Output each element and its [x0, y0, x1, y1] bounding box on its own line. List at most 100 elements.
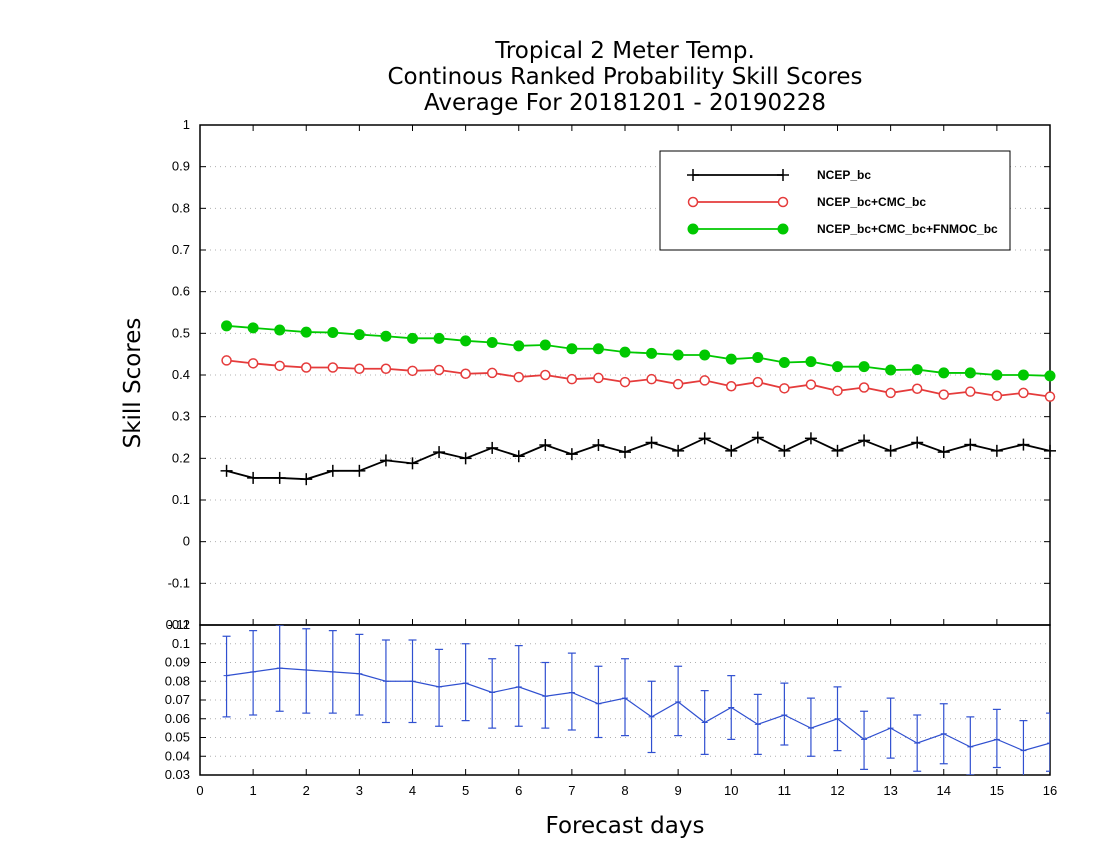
data-point — [619, 346, 631, 358]
data-point — [220, 464, 233, 477]
data-point — [380, 363, 392, 374]
x-tick-label: 12 — [830, 783, 844, 798]
data-point — [858, 361, 870, 373]
data-point — [832, 361, 843, 373]
error-y-tick-label: 0.05 — [165, 730, 190, 745]
error-y-tick-label: 0.11 — [166, 617, 190, 632]
data-point — [565, 448, 578, 461]
data-point — [672, 444, 685, 457]
error-series-1 — [222, 625, 1050, 775]
data-point — [699, 375, 710, 386]
data-point — [1017, 369, 1029, 381]
data-point — [301, 362, 312, 373]
data-point — [433, 364, 445, 376]
x-tick-label: 16 — [1043, 783, 1057, 798]
x-tick-label: 15 — [990, 783, 1004, 798]
data-point — [937, 446, 950, 459]
data-point — [513, 340, 525, 352]
legend-label: NCEP_bc — [817, 168, 871, 182]
data-point — [990, 444, 1003, 457]
data-point — [326, 464, 339, 477]
data-point — [327, 362, 339, 373]
x-tick-label: 2 — [303, 783, 310, 798]
y-tick-label: 0.8 — [172, 200, 190, 215]
data-point — [274, 324, 286, 336]
title-line-1: Tropical 2 Meter Temp. — [494, 38, 755, 64]
error-y-tick-label: 0.09 — [165, 655, 190, 670]
title-line-2: Continous Ranked Probability Skill Score… — [387, 64, 862, 90]
data-point — [832, 385, 843, 397]
data-point — [513, 371, 524, 383]
data-point — [646, 347, 658, 359]
data-point — [752, 352, 764, 363]
legend-marker — [687, 196, 699, 208]
data-point — [460, 368, 471, 379]
error-series-group — [222, 625, 1050, 775]
data-point — [407, 365, 418, 377]
error-y-axis: 0.11 0.1 0.09 0.08 0.07 0.06 0.05 0.04 0.03 — [165, 617, 206, 782]
y-tick-label: 0.6 — [172, 284, 190, 299]
data-point — [486, 441, 499, 454]
data-point — [379, 454, 392, 467]
chart-title: Tropical 2 Meter Temp. Continous Ranked … — [387, 38, 862, 116]
data-point — [460, 335, 472, 347]
data-point — [698, 432, 711, 445]
x-tick-label: 11 — [778, 783, 792, 798]
x-tick-label: 8 — [621, 783, 628, 798]
series-3 — [221, 320, 1056, 382]
data-point — [327, 327, 339, 338]
legend-label: NCEP_bc+CMC_bc+FNMOC_bc — [817, 222, 998, 236]
data-point — [805, 356, 817, 368]
y-tick-label: 1 — [183, 117, 190, 132]
data-point — [911, 436, 924, 449]
series-1 — [220, 431, 1056, 486]
data-point — [751, 431, 764, 444]
legend-label: NCEP_bc+CMC_bc — [817, 195, 926, 209]
data-point — [965, 386, 976, 397]
data-point — [938, 367, 950, 379]
data-point — [885, 364, 897, 376]
y-tick-label: 0 — [183, 534, 190, 549]
data-point — [646, 373, 657, 385]
x-tick-label: 7 — [568, 783, 575, 798]
data-point — [247, 471, 260, 484]
data-point — [1044, 391, 1056, 402]
data-point — [804, 432, 817, 445]
data-point — [885, 387, 896, 399]
legend-marker — [777, 196, 789, 208]
data-point — [778, 444, 791, 457]
series-line — [226, 436, 1051, 481]
main-plot-grid — [200, 166, 1050, 584]
data-point — [433, 446, 446, 459]
y-tick-label: 0.2 — [172, 450, 190, 465]
data-point — [406, 457, 419, 470]
data-point — [778, 357, 790, 368]
error-y-tick-label: 0.08 — [165, 673, 190, 688]
data-point — [964, 367, 976, 379]
error-y-tick-label: 0.03 — [165, 767, 190, 782]
data-point — [672, 378, 684, 390]
y-tick-label: -0.2 — [168, 617, 190, 632]
y-tick-label: 0.9 — [172, 159, 190, 174]
data-point — [991, 369, 1003, 381]
data-point — [699, 349, 711, 361]
x-axis-label: Forecast days — [546, 813, 705, 839]
error-series-line — [226, 667, 1050, 752]
y-axis-label: Skill Scores — [120, 318, 146, 449]
y-tick-label: 0.7 — [172, 242, 190, 257]
data-point — [779, 383, 790, 394]
data-point — [380, 330, 392, 342]
data-point — [726, 381, 737, 392]
x-tick-label: 13 — [883, 783, 897, 798]
x-tick-label: 4 — [409, 783, 416, 798]
data-point — [752, 376, 764, 388]
data-point — [300, 473, 313, 486]
y-tick-label: 0.1 — [172, 492, 190, 507]
data-point — [805, 379, 817, 390]
data-point — [274, 360, 285, 372]
data-point — [433, 332, 445, 344]
x-axis: 0 1 2 3 4 5 6 7 8 9 10 11 12 13 14 15 16 — [196, 125, 1057, 798]
legend-marker — [777, 169, 789, 181]
data-point — [1044, 444, 1056, 457]
